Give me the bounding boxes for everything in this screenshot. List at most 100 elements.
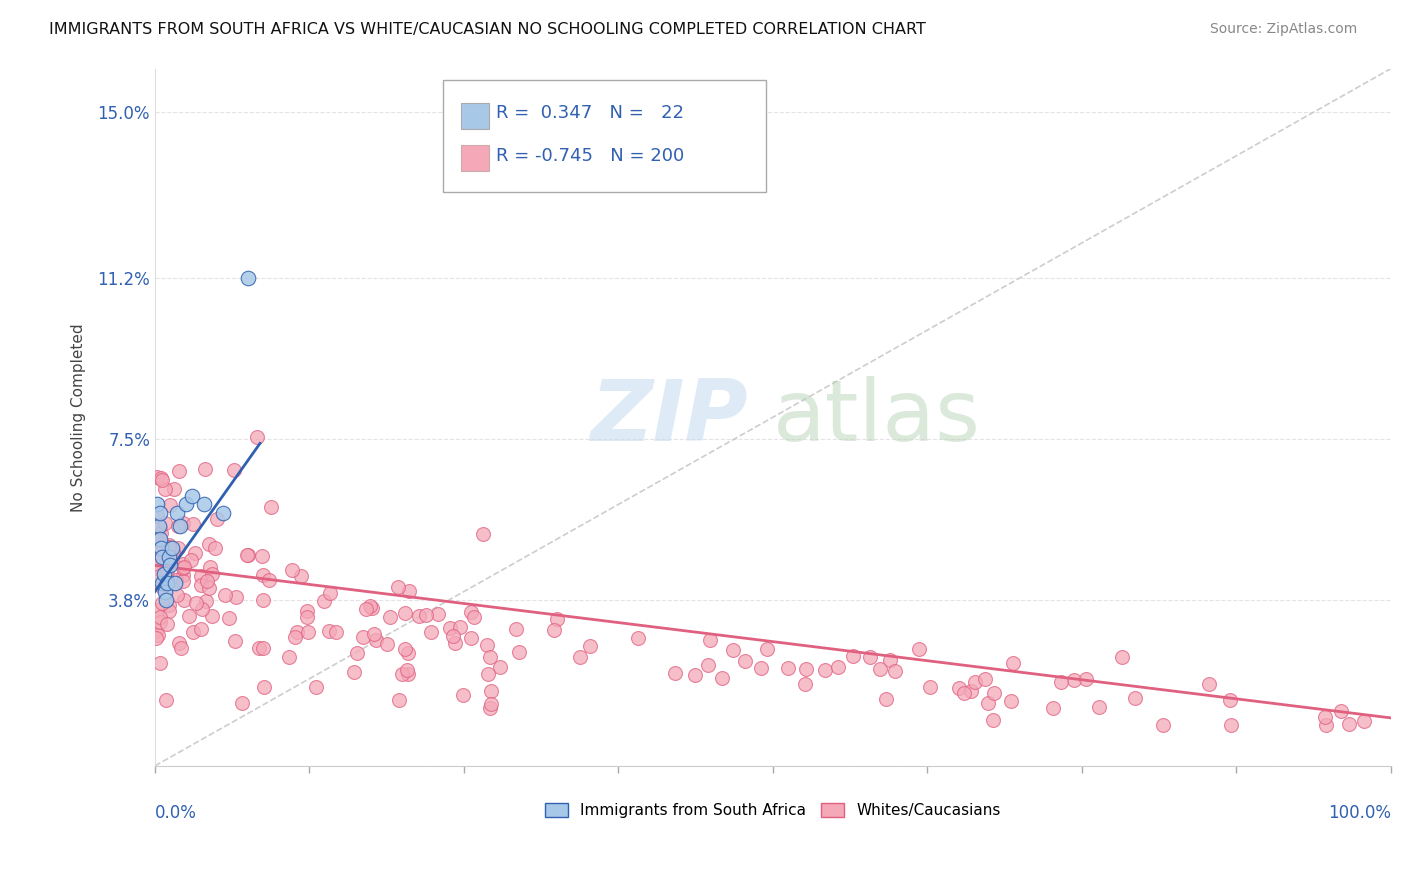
Point <box>155 564 177 578</box>
Point <box>145 624 167 639</box>
Point <box>325 625 347 640</box>
Point <box>1152 718 1174 732</box>
Point <box>415 608 437 623</box>
Point <box>250 549 273 563</box>
Point <box>146 603 169 617</box>
Text: atlas: atlas <box>773 376 981 458</box>
Point <box>318 624 340 638</box>
Point <box>360 600 382 615</box>
Point <box>169 464 191 478</box>
Point <box>460 606 482 620</box>
Point <box>162 545 184 559</box>
Point <box>150 541 173 555</box>
Point <box>181 625 204 640</box>
Point <box>983 685 1005 699</box>
Point <box>366 632 388 647</box>
Point <box>396 647 419 661</box>
Point <box>191 602 214 616</box>
Point <box>277 650 299 665</box>
Point <box>150 544 173 558</box>
Point <box>173 592 195 607</box>
Point <box>181 517 204 532</box>
Point <box>159 540 181 554</box>
Point <box>252 567 274 582</box>
Point <box>163 575 186 590</box>
Point <box>150 555 173 569</box>
Point <box>146 561 169 575</box>
Point <box>568 650 591 665</box>
Point <box>295 609 318 624</box>
Point <box>1050 675 1073 690</box>
Point <box>166 588 188 602</box>
Point <box>543 623 565 637</box>
Point <box>260 500 283 514</box>
Point <box>162 541 184 555</box>
Point <box>388 693 411 707</box>
Point <box>148 568 170 582</box>
Point <box>204 541 226 556</box>
Point <box>167 519 190 533</box>
Point <box>1076 672 1098 686</box>
Point <box>697 658 720 673</box>
Point <box>149 656 172 670</box>
Point <box>419 624 441 639</box>
Point <box>1220 718 1243 732</box>
Point <box>150 537 173 551</box>
Point <box>153 516 176 530</box>
Point <box>346 646 368 660</box>
Point <box>159 558 181 573</box>
Point <box>505 623 527 637</box>
Text: R =  0.347   N =   22: R = 0.347 N = 22 <box>496 104 685 122</box>
Point <box>475 639 498 653</box>
Point <box>194 461 217 475</box>
Point <box>343 665 366 679</box>
Point <box>153 573 176 587</box>
Point <box>145 632 167 646</box>
Point <box>546 612 568 626</box>
Point <box>149 506 172 520</box>
Point <box>146 508 169 523</box>
Text: IMMIGRANTS FROM SOUTH AFRICA VS WHITE/CAUCASIAN NO SCHOOLING COMPLETED CORRELATI: IMMIGRANTS FROM SOUTH AFRICA VS WHITE/CA… <box>49 22 927 37</box>
Point <box>155 692 177 706</box>
Point <box>212 506 235 520</box>
Point <box>172 516 194 531</box>
Point <box>201 567 224 582</box>
Point <box>152 567 174 582</box>
Point <box>157 598 180 612</box>
Point <box>195 594 218 608</box>
Point <box>907 641 929 656</box>
Point <box>153 584 176 599</box>
Point <box>479 701 502 715</box>
Point <box>257 573 280 587</box>
Text: ZIP: ZIP <box>591 376 748 458</box>
Point <box>1063 673 1085 687</box>
Point <box>1001 656 1024 670</box>
Point <box>181 489 204 503</box>
Point <box>734 654 756 668</box>
Point <box>391 666 413 681</box>
Point <box>145 552 167 566</box>
Point <box>463 610 485 624</box>
Point <box>252 593 274 607</box>
Point <box>169 519 191 533</box>
Point <box>394 607 416 621</box>
Point <box>149 525 172 540</box>
Point <box>1088 700 1111 714</box>
Point <box>149 610 172 624</box>
Point <box>201 609 224 624</box>
Point <box>396 666 419 681</box>
Point <box>236 548 259 562</box>
Point <box>153 482 176 496</box>
Point <box>974 672 997 686</box>
Point <box>157 538 180 552</box>
Point <box>398 583 420 598</box>
Point <box>685 668 707 682</box>
Point <box>1330 704 1353 718</box>
Point <box>173 560 195 574</box>
Point <box>146 497 169 511</box>
Point <box>427 607 450 622</box>
Point <box>172 574 194 589</box>
Point <box>184 596 207 610</box>
Point <box>172 568 194 582</box>
Point <box>170 641 193 656</box>
